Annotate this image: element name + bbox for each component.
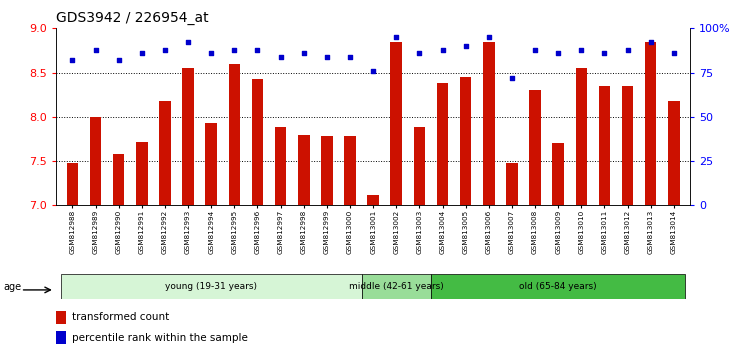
Bar <box>206 123 217 205</box>
Point <box>136 50 148 56</box>
Point <box>483 34 495 40</box>
Point <box>598 50 610 56</box>
Point <box>668 50 680 56</box>
Bar <box>182 68 194 205</box>
Bar <box>321 136 333 205</box>
Bar <box>483 42 494 205</box>
Point <box>274 54 286 59</box>
Point <box>413 50 425 56</box>
Bar <box>298 135 310 205</box>
Point <box>112 57 125 63</box>
Point <box>228 47 240 52</box>
Point <box>506 75 518 81</box>
Bar <box>229 64 240 205</box>
Bar <box>436 83 448 205</box>
Text: old (65-84 years): old (65-84 years) <box>519 282 597 291</box>
Bar <box>344 136 355 205</box>
Point <box>182 40 194 45</box>
Bar <box>575 68 587 205</box>
Bar <box>159 101 171 205</box>
Bar <box>56 331 66 343</box>
Point <box>321 54 333 59</box>
Point <box>67 57 79 63</box>
Text: middle (42-61 years): middle (42-61 years) <box>349 282 444 291</box>
Bar <box>460 77 472 205</box>
Point <box>298 50 310 56</box>
Bar <box>553 143 564 205</box>
Bar <box>136 142 148 205</box>
Bar <box>56 311 66 324</box>
Point <box>529 47 541 52</box>
Bar <box>368 195 379 205</box>
Bar <box>252 79 263 205</box>
Bar <box>530 90 541 205</box>
Point <box>460 43 472 49</box>
Bar <box>67 163 78 205</box>
Text: transformed count: transformed count <box>72 312 170 322</box>
Point <box>552 50 564 56</box>
Bar <box>506 163 518 205</box>
Point <box>206 50 218 56</box>
Point <box>575 47 587 52</box>
Bar <box>274 127 286 205</box>
Text: young (19-31 years): young (19-31 years) <box>165 282 257 291</box>
Point <box>645 40 657 45</box>
Point <box>251 47 263 52</box>
Point <box>622 47 634 52</box>
Point <box>89 47 101 52</box>
Bar <box>413 127 425 205</box>
Point <box>344 54 356 59</box>
Point <box>436 47 448 52</box>
Bar <box>598 86 610 205</box>
Bar <box>431 274 686 299</box>
Bar <box>113 154 125 205</box>
Point <box>390 34 402 40</box>
Point <box>368 68 380 74</box>
Bar <box>622 86 633 205</box>
Bar <box>90 117 101 205</box>
Bar <box>61 274 362 299</box>
Bar <box>362 274 431 299</box>
Text: percentile rank within the sample: percentile rank within the sample <box>72 332 248 343</box>
Bar <box>391 42 402 205</box>
Bar <box>645 42 656 205</box>
Text: age: age <box>3 282 21 292</box>
Text: GDS3942 / 226954_at: GDS3942 / 226954_at <box>56 11 208 25</box>
Bar <box>668 101 680 205</box>
Point <box>159 47 171 52</box>
